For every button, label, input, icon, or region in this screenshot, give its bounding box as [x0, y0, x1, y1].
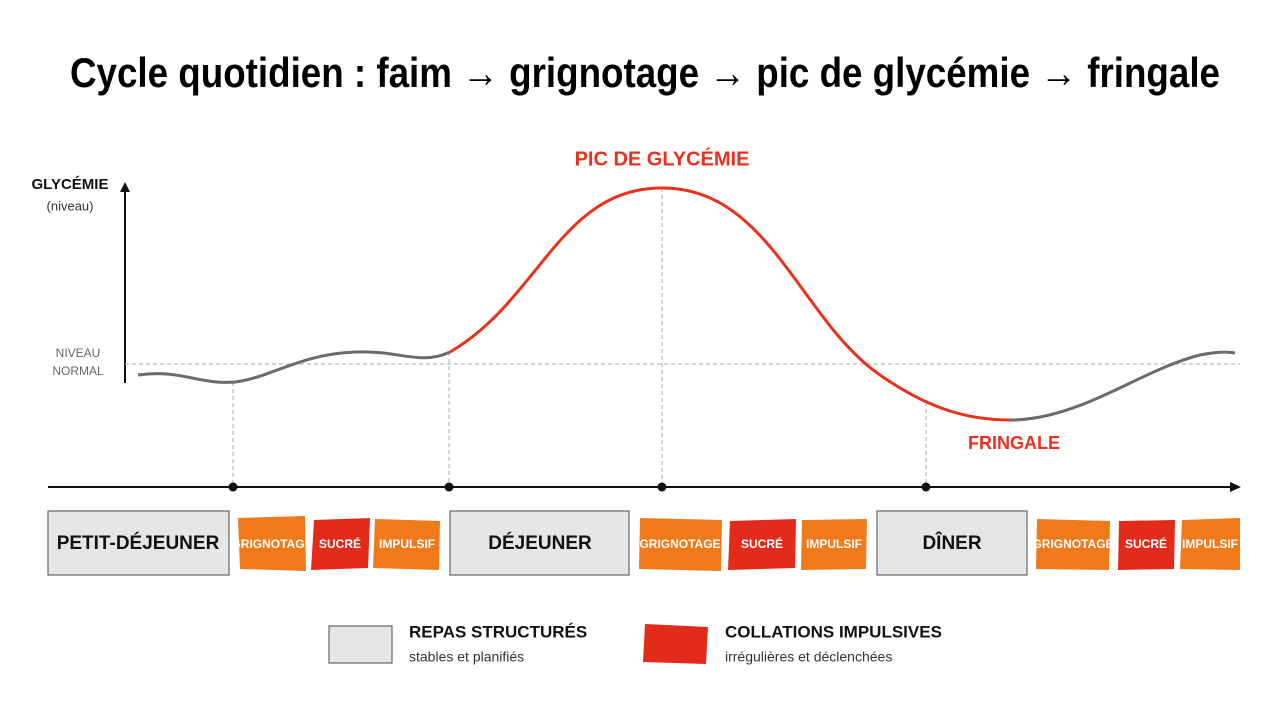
title: Cycle quotidien : faim → grignotage → pi… [70, 49, 1220, 96]
meal-label: PETIT-DÉJEUNER [57, 532, 220, 554]
snack-box [1036, 519, 1110, 570]
snack-label: GRIGNOTAGE [639, 537, 720, 551]
snack-label: SUCRÉ [1125, 536, 1167, 551]
peak-annotation: PIC DE GLYCÉMIE [575, 147, 750, 170]
snacks: GRIGNOTAGE SUCRÉ IMPULSIF GRIGNOTAGE SUC… [231, 516, 1240, 571]
snack-label: GRIGNOTAGE [231, 537, 312, 551]
meal-box [47, 510, 230, 576]
reference-label: NIVEAU [56, 346, 101, 360]
snack-label: IMPULSIF [1182, 537, 1238, 551]
snack-box [311, 518, 370, 570]
y-axis-arrow [120, 182, 130, 192]
snack-label: SUCRÉ [319, 536, 361, 551]
snack-label: GRIGNOTAGE [1032, 537, 1113, 551]
glucose-curve [1009, 350, 1236, 422]
y-axis-label: GLYCÉMIE [32, 176, 109, 193]
snack-label: SUCRÉ [741, 536, 783, 551]
axis-dot [228, 482, 238, 492]
snack-box [1180, 518, 1240, 570]
y-axis-sublabel: (niveau) [47, 198, 94, 213]
legend-subtitle: stables et planifiés [409, 649, 524, 665]
glucose-curve-spike [449, 186, 1011, 422]
snack-box [639, 518, 722, 571]
meal-box [876, 510, 1028, 576]
snack-label: IMPULSIF [379, 537, 435, 551]
legend-title: REPAS STRUCTURÉS [409, 622, 587, 641]
axis-dot [921, 482, 931, 492]
legend-swatch [643, 624, 708, 664]
meal-label: DÎNER [922, 532, 981, 554]
reference-label: NORMAL [52, 364, 104, 378]
snack-box [373, 519, 440, 570]
snack-box [728, 519, 796, 570]
x-axis-arrow [1230, 482, 1241, 492]
legend-swatch [328, 625, 393, 664]
meal-label: DÉJEUNER [488, 532, 592, 554]
snack-label: IMPULSIF [806, 537, 862, 551]
snack-box [1118, 520, 1175, 570]
glucose-curve [137, 350, 451, 384]
meal-box [449, 510, 630, 576]
trough-annotation: FRINGALE [968, 433, 1060, 453]
axis-dot [444, 482, 454, 492]
legend-subtitle: irrégulières et déclenchées [725, 649, 892, 665]
axis-dot [657, 482, 667, 492]
snack-box [801, 519, 867, 570]
legend-title: COLLATIONS IMPULSIVES [725, 622, 942, 641]
snack-box [238, 516, 306, 571]
